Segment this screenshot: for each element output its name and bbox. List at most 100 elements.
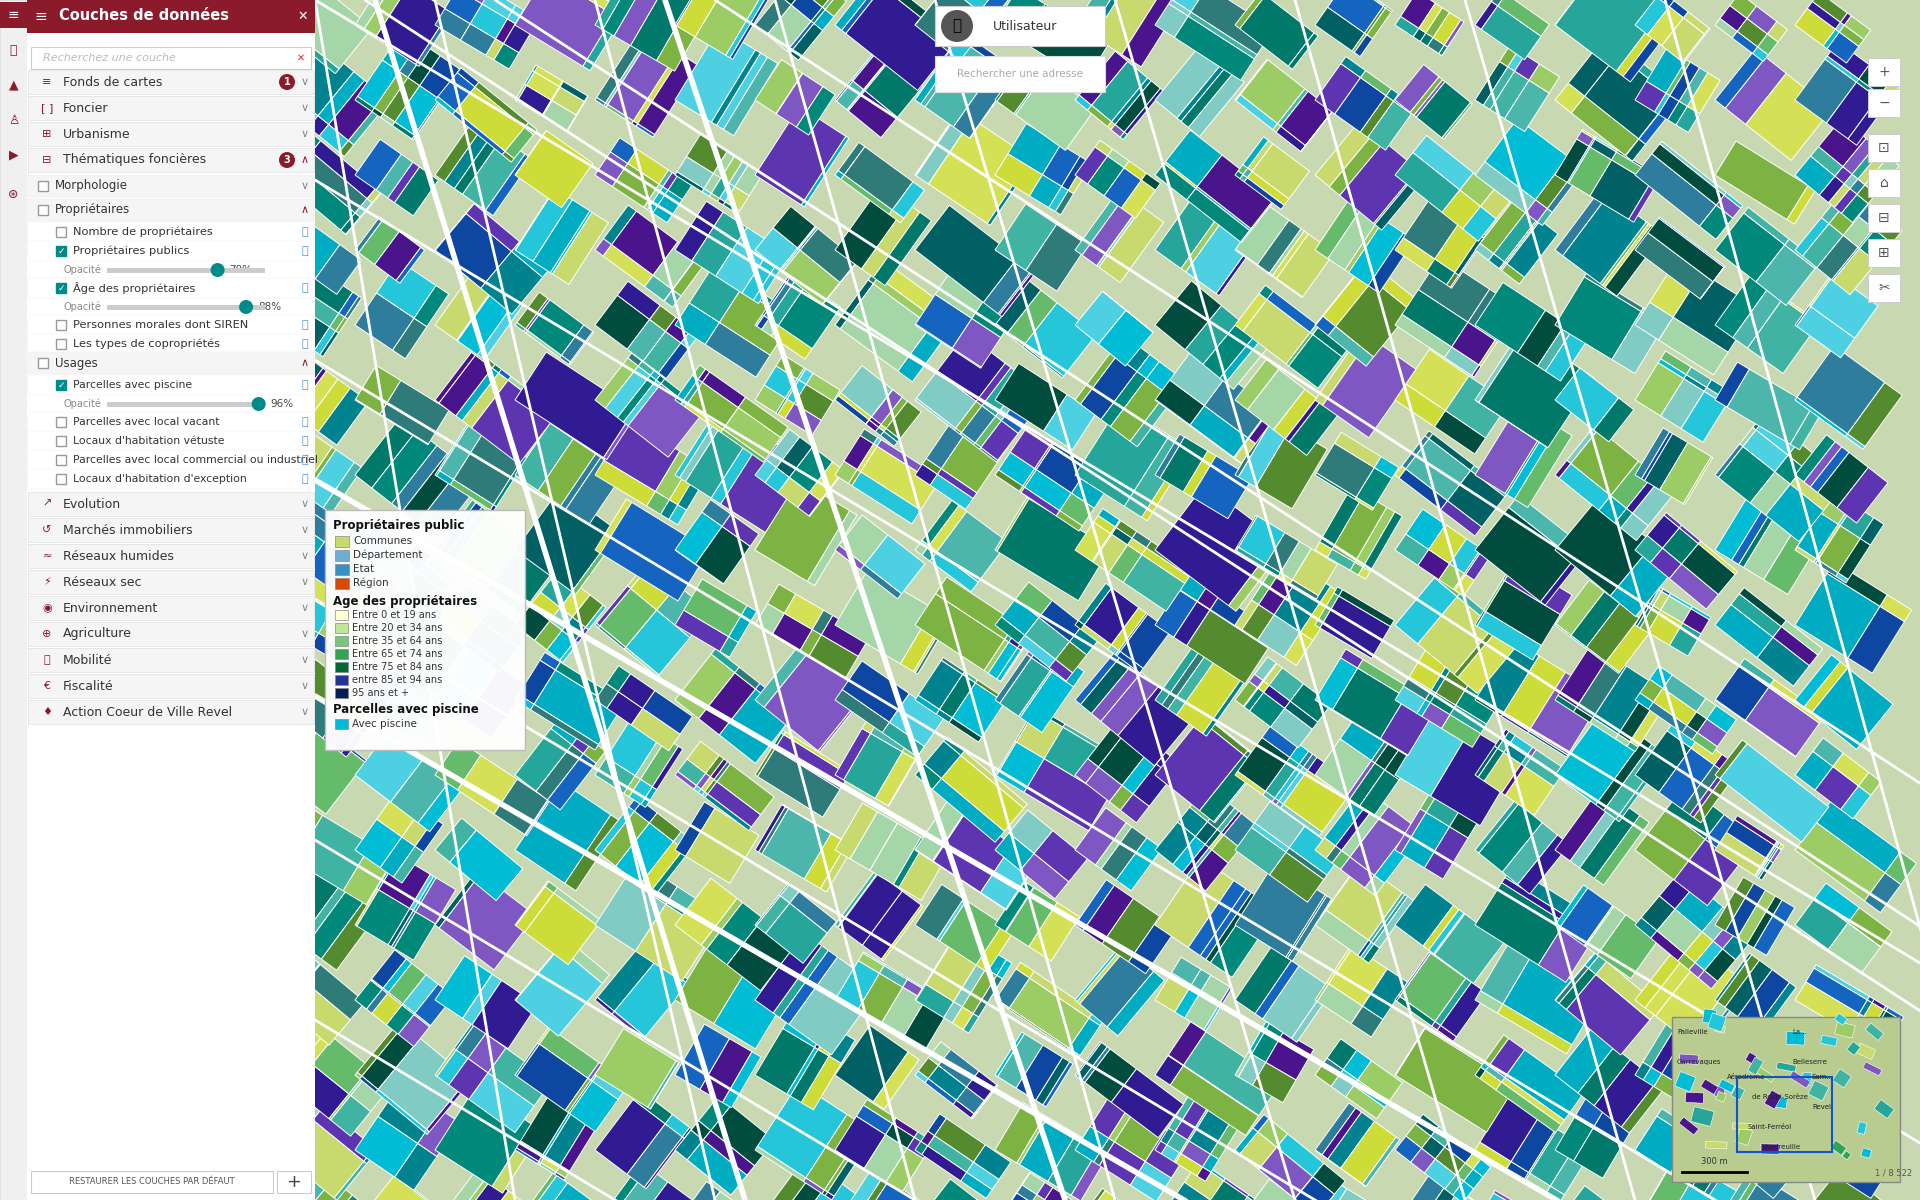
Polygon shape	[549, 607, 572, 630]
Polygon shape	[970, 77, 1014, 138]
Polygon shape	[781, 730, 785, 734]
Polygon shape	[202, 823, 234, 862]
Polygon shape	[595, 358, 637, 408]
Polygon shape	[1075, 620, 1085, 630]
Polygon shape	[758, 749, 841, 817]
Polygon shape	[1219, 1002, 1223, 1004]
Polygon shape	[1236, 205, 1288, 264]
Polygon shape	[516, 1141, 543, 1162]
Polygon shape	[701, 1039, 753, 1103]
Polygon shape	[545, 1104, 593, 1165]
Polygon shape	[668, 176, 691, 199]
Polygon shape	[1475, 162, 1536, 214]
Polygon shape	[1156, 400, 1190, 426]
Text: ∨: ∨	[301, 526, 309, 535]
Polygon shape	[572, 595, 603, 628]
Polygon shape	[217, 2, 300, 82]
Polygon shape	[1555, 624, 1571, 636]
Polygon shape	[1267, 292, 1317, 332]
Polygon shape	[551, 716, 582, 745]
Polygon shape	[1313, 326, 1348, 356]
Polygon shape	[954, 428, 962, 434]
Text: ∨: ∨	[301, 551, 309, 560]
Polygon shape	[1703, 1103, 1736, 1132]
Polygon shape	[1738, 18, 1768, 47]
Polygon shape	[551, 86, 561, 101]
Polygon shape	[119, 655, 230, 762]
Polygon shape	[463, 373, 509, 428]
Polygon shape	[156, 712, 209, 754]
Polygon shape	[1605, 226, 1663, 296]
Polygon shape	[1169, 349, 1227, 406]
Polygon shape	[1795, 751, 1834, 791]
Polygon shape	[1611, 544, 1678, 617]
Polygon shape	[772, 613, 812, 652]
Polygon shape	[357, 60, 399, 108]
Polygon shape	[1125, 89, 1164, 134]
Polygon shape	[1188, 1096, 1238, 1154]
Polygon shape	[1329, 1112, 1375, 1169]
Polygon shape	[1803, 455, 1847, 494]
Polygon shape	[939, 1049, 979, 1087]
Polygon shape	[1210, 610, 1269, 648]
Polygon shape	[1622, 10, 1682, 82]
Polygon shape	[847, 1177, 889, 1200]
Polygon shape	[916, 371, 975, 428]
Text: Opacité: Opacité	[63, 265, 102, 275]
Polygon shape	[1323, 1058, 1344, 1075]
Polygon shape	[1238, 738, 1290, 791]
Polygon shape	[701, 776, 714, 792]
Polygon shape	[1317, 443, 1375, 497]
Polygon shape	[1511, 736, 1532, 754]
Polygon shape	[1851, 179, 1864, 194]
Polygon shape	[455, 368, 499, 421]
Polygon shape	[705, 173, 720, 193]
Polygon shape	[1636, 302, 1672, 340]
Polygon shape	[131, 470, 152, 493]
Polygon shape	[1693, 1132, 1718, 1153]
Polygon shape	[722, 514, 758, 546]
Polygon shape	[1836, 167, 1853, 184]
Polygon shape	[1824, 29, 1839, 49]
Polygon shape	[154, 1104, 230, 1194]
Polygon shape	[1315, 838, 1336, 858]
Text: Mobilité: Mobilité	[63, 654, 113, 666]
Polygon shape	[152, 883, 223, 967]
Polygon shape	[1327, 863, 1359, 910]
Polygon shape	[1644, 1067, 1663, 1086]
Polygon shape	[515, 1043, 540, 1076]
Polygon shape	[1092, 534, 1112, 562]
Polygon shape	[436, 214, 511, 288]
Polygon shape	[841, 366, 893, 416]
Polygon shape	[1208, 800, 1235, 829]
Polygon shape	[1235, 772, 1265, 796]
Polygon shape	[1843, 216, 1874, 247]
Polygon shape	[1651, 590, 1661, 606]
Polygon shape	[1000, 658, 1050, 716]
Polygon shape	[1018, 631, 1033, 650]
Polygon shape	[795, 384, 833, 420]
Polygon shape	[1836, 572, 1849, 583]
Polygon shape	[603, 205, 636, 245]
Polygon shape	[1108, 971, 1164, 1036]
Polygon shape	[1146, 541, 1194, 577]
Polygon shape	[1242, 168, 1252, 178]
Bar	[1847, 1042, 1860, 1055]
Polygon shape	[1102, 827, 1146, 880]
Polygon shape	[1555, 695, 1576, 712]
Polygon shape	[115, 961, 167, 1018]
Polygon shape	[355, 96, 374, 112]
Polygon shape	[987, 158, 1035, 226]
Polygon shape	[202, 595, 273, 661]
Polygon shape	[1363, 1184, 1365, 1187]
Text: Utilisateur: Utilisateur	[993, 19, 1058, 32]
Polygon shape	[363, 1025, 420, 1090]
Bar	[38, 358, 48, 368]
Polygon shape	[601, 1163, 649, 1200]
Polygon shape	[1849, 923, 1882, 947]
Polygon shape	[1672, 91, 1684, 102]
Polygon shape	[253, 976, 280, 995]
Polygon shape	[1475, 282, 1546, 353]
Polygon shape	[1100, 673, 1158, 736]
Polygon shape	[712, 178, 730, 198]
